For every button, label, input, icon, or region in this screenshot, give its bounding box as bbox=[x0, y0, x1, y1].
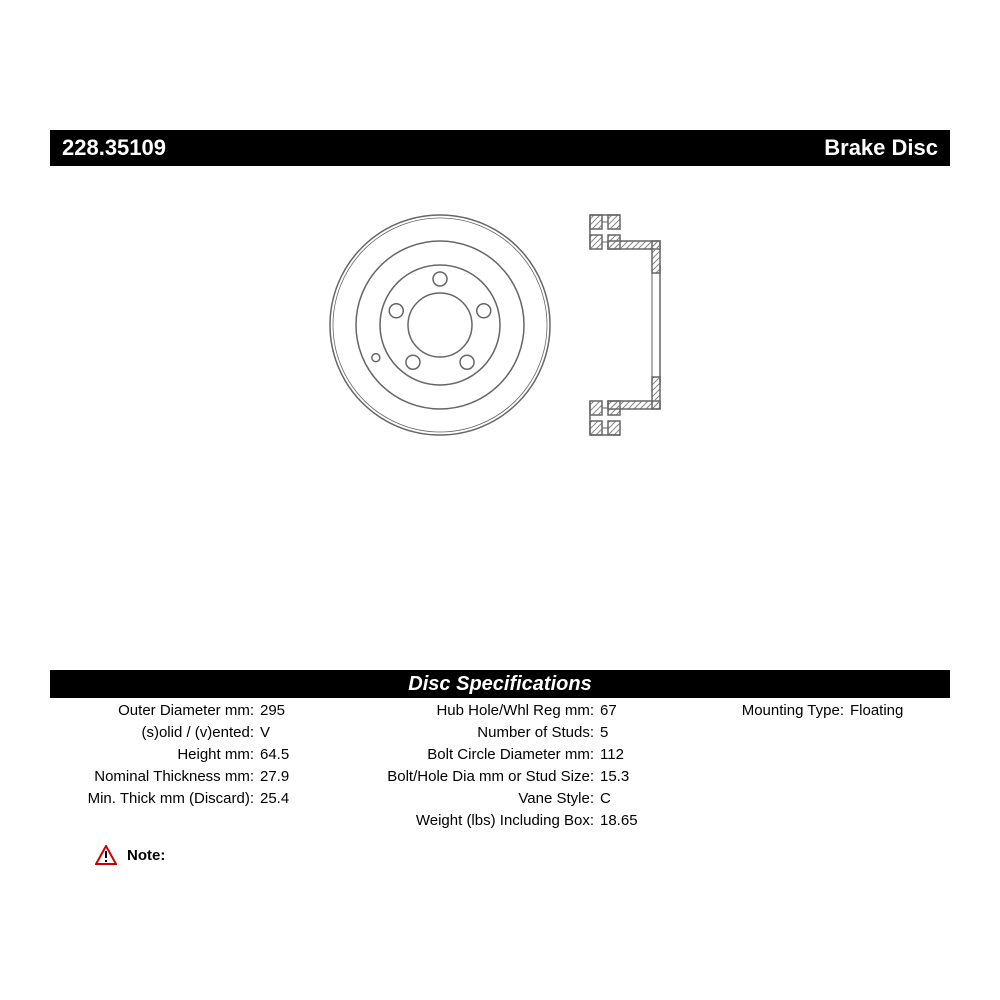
spec-row: Mounting Type:Floating bbox=[700, 702, 950, 724]
spec-label: Outer Diameter mm: bbox=[50, 702, 260, 719]
spec-value: 25.4 bbox=[260, 790, 289, 807]
spec-value: 5 bbox=[600, 724, 608, 741]
spec-value: Floating bbox=[850, 702, 903, 719]
brake-disc-diagram bbox=[50, 175, 950, 475]
disc-drawing-svg bbox=[290, 195, 710, 455]
part-number: 228.35109 bbox=[62, 135, 166, 161]
spec-value: C bbox=[600, 790, 611, 807]
product-title: Brake Disc bbox=[824, 135, 938, 161]
spec-value: 18.65 bbox=[600, 812, 638, 829]
spec-value: 64.5 bbox=[260, 746, 289, 763]
spec-column-3: Mounting Type:Floating bbox=[700, 702, 950, 834]
spec-label: Height mm: bbox=[50, 746, 260, 763]
spec-column-2: Hub Hole/Whl Reg mm:67Number of Studs:5B… bbox=[360, 702, 700, 834]
spec-row: Number of Studs:5 bbox=[360, 724, 700, 746]
spec-label: (s)olid / (v)ented: bbox=[50, 724, 260, 741]
spec-label: Bolt/Hole Dia mm or Stud Size: bbox=[360, 768, 600, 785]
spec-row: Vane Style:C bbox=[360, 790, 700, 812]
spec-row: Weight (lbs) Including Box:18.65 bbox=[360, 812, 700, 834]
spec-row: (s)olid / (v)ented:V bbox=[50, 724, 360, 746]
spec-table: Outer Diameter mm:295(s)olid / (v)ented:… bbox=[50, 702, 950, 834]
spec-value: 295 bbox=[260, 702, 285, 719]
note-row: Note: bbox=[95, 845, 165, 865]
spec-value: 112 bbox=[600, 746, 624, 763]
header-bar: 228.35109 Brake Disc bbox=[50, 130, 950, 166]
spec-section-header: Disc Specifications bbox=[50, 670, 950, 698]
spec-label: Hub Hole/Whl Reg mm: bbox=[360, 702, 600, 719]
spec-label: Vane Style: bbox=[360, 790, 600, 807]
note-label: Note: bbox=[127, 847, 165, 864]
spec-row: Hub Hole/Whl Reg mm:67 bbox=[360, 702, 700, 724]
spec-label: Bolt Circle Diameter mm: bbox=[360, 746, 600, 763]
spec-label: Mounting Type: bbox=[700, 702, 850, 719]
spec-value: 67 bbox=[600, 702, 617, 719]
spec-label: Number of Studs: bbox=[360, 724, 600, 741]
spec-row: Nominal Thickness mm:27.9 bbox=[50, 768, 360, 790]
spec-row: Min. Thick mm (Discard):25.4 bbox=[50, 790, 360, 812]
spec-row: Height mm:64.5 bbox=[50, 746, 360, 768]
spec-value: V bbox=[260, 724, 270, 741]
spec-column-1: Outer Diameter mm:295(s)olid / (v)ented:… bbox=[50, 702, 360, 834]
spec-label: Weight (lbs) Including Box: bbox=[360, 812, 600, 829]
spec-label: Min. Thick mm (Discard): bbox=[50, 790, 260, 807]
spec-row: Bolt/Hole Dia mm or Stud Size:15.3 bbox=[360, 768, 700, 790]
warning-icon bbox=[95, 845, 117, 865]
spec-value: 15.3 bbox=[600, 768, 629, 785]
spec-label: Nominal Thickness mm: bbox=[50, 768, 260, 785]
spec-value: 27.9 bbox=[260, 768, 289, 785]
spec-row: Outer Diameter mm:295 bbox=[50, 702, 360, 724]
spec-row: Bolt Circle Diameter mm:112 bbox=[360, 746, 700, 768]
